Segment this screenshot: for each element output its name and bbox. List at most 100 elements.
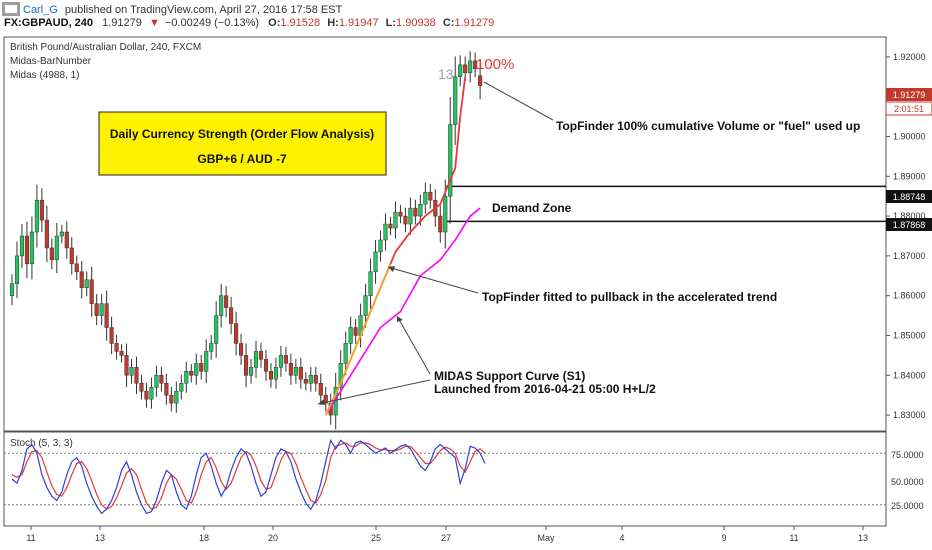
candle-body-down [478,75,483,86]
candle-body-up [373,251,378,273]
candle[interactable] [244,343,249,388]
candle[interactable] [69,237,74,275]
candle[interactable] [234,311,239,356]
topfinder-early-segment[interactable] [324,263,392,416]
candle[interactable] [248,358,254,384]
candle[interactable] [458,55,463,87]
author-link[interactable]: Carl_G [23,4,58,16]
candle[interactable] [34,184,39,248]
candle[interactable] [24,221,29,279]
candle[interactable] [388,216,393,236]
candle[interactable] [44,205,49,263]
candle[interactable] [353,319,358,344]
candle[interactable] [318,373,323,405]
candle[interactable] [189,364,194,383]
candle[interactable] [478,59,483,100]
candle[interactable] [9,274,15,306]
candle[interactable] [224,286,229,318]
candle[interactable] [293,358,298,384]
candle[interactable] [139,374,144,400]
candle[interactable] [109,316,114,355]
candle[interactable] [29,216,34,280]
candle[interactable] [413,199,418,225]
candle[interactable] [114,335,119,360]
candle[interactable] [94,294,99,326]
candle[interactable] [154,365,159,397]
candle[interactable] [79,261,84,299]
candle[interactable] [179,374,184,400]
candle[interactable] [14,241,20,299]
candle[interactable] [54,222,59,274]
candle[interactable] [438,205,443,243]
candle[interactable] [74,255,79,281]
bar-number-label: 13 [438,66,454,82]
candle[interactable] [169,386,174,412]
candle[interactable] [59,224,64,244]
candle[interactable] [149,377,154,409]
candle[interactable] [448,97,453,224]
candle[interactable] [303,372,308,391]
candle[interactable] [239,333,244,365]
candle[interactable] [398,204,403,224]
candle[interactable] [64,221,69,259]
candle[interactable] [134,356,139,394]
candle[interactable] [308,366,313,392]
stoch-pane[interactable] [3,431,887,527]
candle[interactable] [273,357,278,389]
candle[interactable] [184,361,189,393]
candle-body-up [348,327,353,344]
candle[interactable] [263,349,269,381]
candle[interactable] [453,56,458,145]
candle[interactable] [403,207,408,233]
candle[interactable] [288,353,293,385]
candle[interactable] [229,296,234,335]
candle[interactable] [104,290,109,341]
candle[interactable] [428,183,433,209]
candle-body-down [318,382,323,396]
candle[interactable] [99,294,104,326]
candle[interactable] [383,213,388,251]
candle[interactable] [204,339,209,384]
candle[interactable] [89,266,94,317]
candle[interactable] [194,353,199,385]
candle[interactable] [209,335,214,360]
stoch-k-line[interactable] [11,438,486,515]
candle[interactable] [159,366,164,392]
candle[interactable] [278,345,283,377]
stoch-d-line[interactable] [11,442,486,510]
midas-support-curve[interactable] [325,207,481,416]
candle[interactable] [199,354,204,380]
candle[interactable] [164,373,169,405]
candle[interactable] [423,182,428,214]
candle[interactable] [268,362,274,388]
candle[interactable] [348,316,353,355]
candle[interactable] [253,340,259,379]
candle[interactable] [84,271,89,297]
candle[interactable] [39,188,44,233]
candle[interactable] [219,283,224,328]
candle[interactable] [119,344,124,363]
candle[interactable] [343,331,348,376]
candle[interactable] [323,386,328,412]
candle[interactable] [363,283,368,328]
candle[interactable] [129,358,134,384]
author-avatar[interactable] [2,2,20,16]
candle[interactable] [298,357,303,389]
candle[interactable] [124,343,129,388]
candle[interactable] [214,301,219,358]
candle[interactable] [473,52,478,78]
candle[interactable] [283,347,288,372]
candle[interactable] [313,366,318,392]
candle[interactable] [378,230,383,262]
candle[interactable] [373,239,378,284]
candle[interactable] [49,238,54,270]
candle[interactable] [468,51,473,83]
candle[interactable] [144,382,149,408]
candle[interactable] [174,381,179,413]
candle[interactable] [19,224,25,268]
candle[interactable] [368,258,373,309]
candle-body-down [353,327,358,336]
candle[interactable] [408,197,413,235]
candle[interactable] [393,201,398,239]
candle[interactable] [258,343,264,368]
